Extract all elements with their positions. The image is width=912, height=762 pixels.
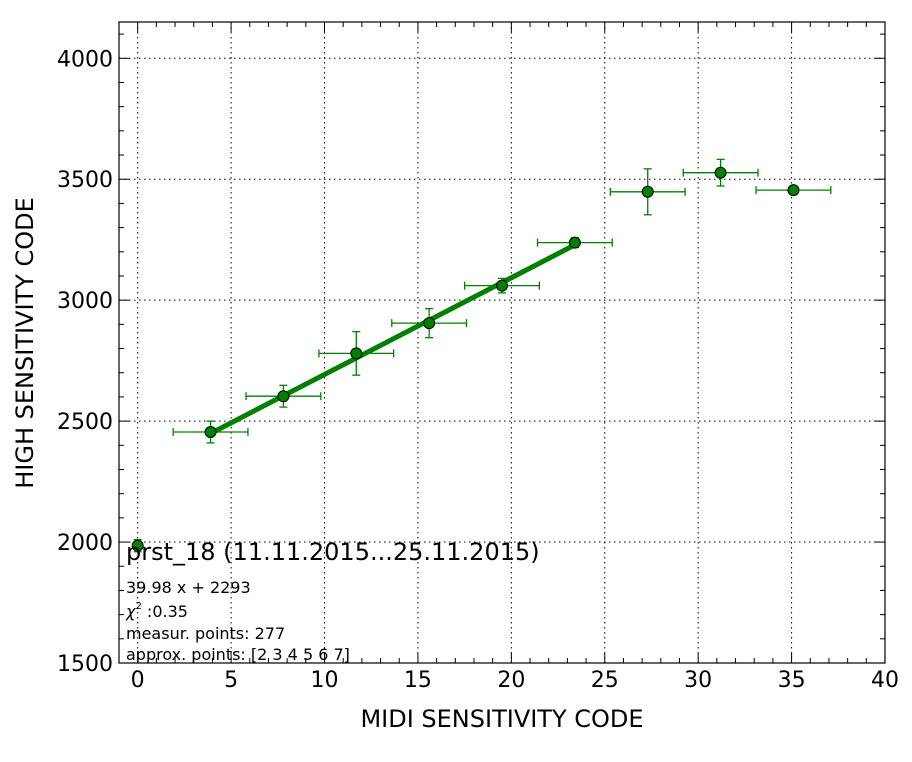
- x-axis-label: MIDI SENSITIVITY CODE: [360, 705, 643, 733]
- annotation-approx-points: approx. points: [2 3 4 5 6 7]: [126, 645, 350, 664]
- fit-annotation: prst_18 (11.11.2015...25.11.2015) 39.98 …: [125, 538, 540, 664]
- x-tick-label: 40: [871, 668, 899, 693]
- y-tick-label: 2500: [57, 410, 113, 435]
- x-tick-label: 20: [497, 668, 525, 693]
- x-tick-label: 30: [684, 668, 712, 693]
- annotation-title: prst_18 (11.11.2015...25.11.2015): [126, 538, 540, 566]
- chi-symbol: χ: [125, 602, 136, 621]
- x-tick-label: 35: [778, 668, 806, 693]
- y-tick-labels: 1500 2000 2500 3000 3500 4000: [57, 47, 113, 677]
- data-points: [131, 166, 800, 552]
- data-point: [496, 279, 508, 292]
- x-tick-label: 0: [131, 668, 145, 693]
- data-point: [787, 184, 800, 197]
- y-tick-label: 3500: [57, 168, 113, 193]
- x-tick-label: 25: [591, 668, 619, 693]
- y-tick-label: 3000: [57, 289, 113, 314]
- chi-superscript: 2: [135, 601, 141, 612]
- annotation-measur-points: measur. points: 277: [126, 624, 285, 643]
- annotation-equation: 39.98 x + 2293: [126, 578, 251, 597]
- y-axis-label: HIGH SENSITIVITY CODE: [11, 197, 39, 489]
- data-point: [423, 317, 436, 330]
- y-tick-label: 4000: [57, 47, 113, 72]
- fit-line: [209, 242, 577, 436]
- grid: [119, 22, 885, 663]
- chi-value: :0.35: [142, 602, 188, 621]
- x-tick-label: 15: [404, 668, 432, 693]
- fit-line-group: [209, 242, 577, 436]
- x-tick-labels: 0 5 10 15 20 25 30 35 40: [131, 668, 899, 693]
- data-point: [204, 425, 217, 438]
- data-point: [568, 236, 581, 249]
- plot-frame: [118, 21, 886, 664]
- data-point: [641, 185, 654, 198]
- data-point: [714, 166, 727, 179]
- annotation-chi-squared: χ2 :0.35: [125, 601, 188, 621]
- x-tick-label: 10: [311, 668, 339, 693]
- y-tick-label: 2000: [57, 531, 113, 556]
- major-ticks: [119, 22, 886, 664]
- data-point: [277, 390, 290, 403]
- error-bars: [133, 158, 832, 553]
- x-tick-label: 5: [224, 668, 238, 693]
- minor-ticks: [118, 22, 885, 663]
- data-point: [131, 539, 144, 552]
- data-point: [350, 347, 363, 360]
- y-tick-label: 1500: [57, 652, 113, 677]
